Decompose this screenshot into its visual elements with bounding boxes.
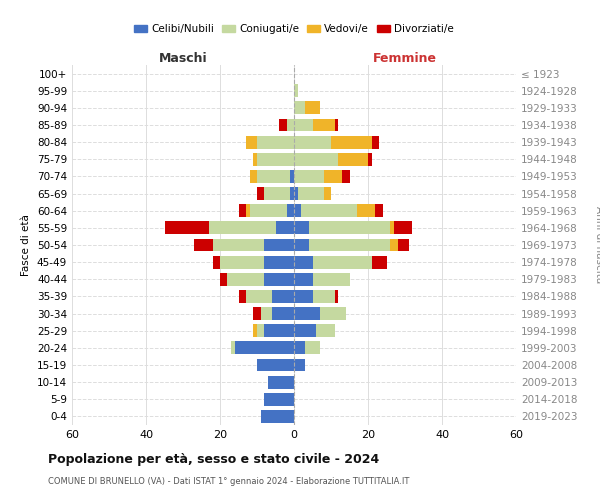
Bar bbox=[357, 204, 376, 217]
Bar bbox=[265, 273, 294, 285]
Y-axis label: Anni di nascita: Anni di nascita bbox=[594, 206, 600, 284]
Bar bbox=[265, 324, 294, 337]
Bar bbox=[257, 153, 294, 166]
Bar bbox=[250, 170, 257, 183]
Bar bbox=[268, 376, 294, 388]
Bar bbox=[246, 290, 272, 303]
Bar bbox=[290, 170, 294, 183]
Bar bbox=[368, 153, 372, 166]
Bar bbox=[316, 324, 335, 337]
Bar bbox=[338, 153, 368, 166]
Bar bbox=[257, 187, 265, 200]
Bar bbox=[257, 136, 294, 148]
Bar bbox=[309, 238, 390, 252]
Bar bbox=[257, 170, 290, 183]
Bar bbox=[313, 273, 349, 285]
Bar bbox=[335, 118, 338, 132]
Bar bbox=[309, 222, 390, 234]
Bar bbox=[301, 204, 357, 217]
Bar bbox=[320, 307, 346, 320]
Bar bbox=[239, 204, 246, 217]
Text: COMUNE DI BRUNELLO (VA) - Dati ISTAT 1° gennaio 2024 - Elaborazione TUTTITALIA.I: COMUNE DI BRUNELLO (VA) - Dati ISTAT 1° … bbox=[48, 478, 409, 486]
Bar bbox=[265, 238, 294, 252]
Bar bbox=[231, 342, 235, 354]
Bar bbox=[305, 102, 320, 114]
Bar bbox=[390, 222, 394, 234]
Bar bbox=[294, 342, 305, 354]
Bar bbox=[279, 118, 287, 132]
Bar bbox=[294, 324, 316, 337]
Bar bbox=[272, 307, 294, 320]
Legend: Celibi/Nubili, Coniugati/e, Vedovi/e, Divorziati/e: Celibi/Nubili, Coniugati/e, Vedovi/e, Di… bbox=[130, 20, 458, 38]
Bar bbox=[294, 307, 320, 320]
Bar bbox=[257, 324, 265, 337]
Bar bbox=[313, 118, 335, 132]
Text: Femmine: Femmine bbox=[373, 52, 437, 65]
Bar bbox=[260, 307, 272, 320]
Bar bbox=[250, 204, 287, 217]
Bar bbox=[390, 238, 398, 252]
Bar bbox=[294, 153, 338, 166]
Bar bbox=[253, 324, 257, 337]
Bar bbox=[287, 118, 294, 132]
Text: Popolazione per età, sesso e stato civile - 2024: Popolazione per età, sesso e stato civil… bbox=[48, 452, 379, 466]
Bar bbox=[246, 204, 250, 217]
Y-axis label: Fasce di età: Fasce di età bbox=[22, 214, 31, 276]
Bar bbox=[246, 136, 257, 148]
Bar bbox=[209, 222, 275, 234]
Bar bbox=[257, 358, 294, 372]
Bar bbox=[323, 170, 342, 183]
Bar bbox=[342, 170, 349, 183]
Bar bbox=[294, 136, 331, 148]
Bar bbox=[220, 256, 265, 268]
Bar bbox=[294, 290, 313, 303]
Bar bbox=[294, 102, 305, 114]
Bar bbox=[227, 273, 265, 285]
Bar bbox=[235, 342, 294, 354]
Bar bbox=[265, 187, 290, 200]
Bar bbox=[265, 393, 294, 406]
Bar bbox=[287, 204, 294, 217]
Bar bbox=[323, 187, 331, 200]
Bar bbox=[164, 222, 209, 234]
Bar bbox=[212, 238, 265, 252]
Bar bbox=[331, 136, 372, 148]
Bar bbox=[313, 256, 372, 268]
Bar bbox=[294, 170, 323, 183]
Bar bbox=[372, 256, 386, 268]
Text: Maschi: Maschi bbox=[158, 52, 208, 65]
Bar bbox=[394, 222, 412, 234]
Bar bbox=[260, 410, 294, 423]
Bar bbox=[294, 187, 298, 200]
Bar bbox=[294, 84, 298, 97]
Bar bbox=[212, 256, 220, 268]
Bar bbox=[265, 256, 294, 268]
Bar bbox=[294, 118, 313, 132]
Bar bbox=[294, 273, 313, 285]
Bar bbox=[294, 222, 309, 234]
Bar bbox=[294, 358, 305, 372]
Bar bbox=[239, 290, 246, 303]
Bar bbox=[294, 256, 313, 268]
Bar bbox=[290, 187, 294, 200]
Bar bbox=[335, 290, 338, 303]
Bar bbox=[313, 290, 335, 303]
Bar bbox=[372, 136, 379, 148]
Bar bbox=[194, 238, 212, 252]
Bar bbox=[253, 307, 260, 320]
Bar bbox=[294, 204, 301, 217]
Bar bbox=[298, 187, 323, 200]
Bar bbox=[305, 342, 320, 354]
Bar bbox=[398, 238, 409, 252]
Bar bbox=[220, 273, 227, 285]
Bar bbox=[294, 238, 309, 252]
Bar bbox=[275, 222, 294, 234]
Bar bbox=[376, 204, 383, 217]
Bar bbox=[253, 153, 257, 166]
Bar bbox=[272, 290, 294, 303]
